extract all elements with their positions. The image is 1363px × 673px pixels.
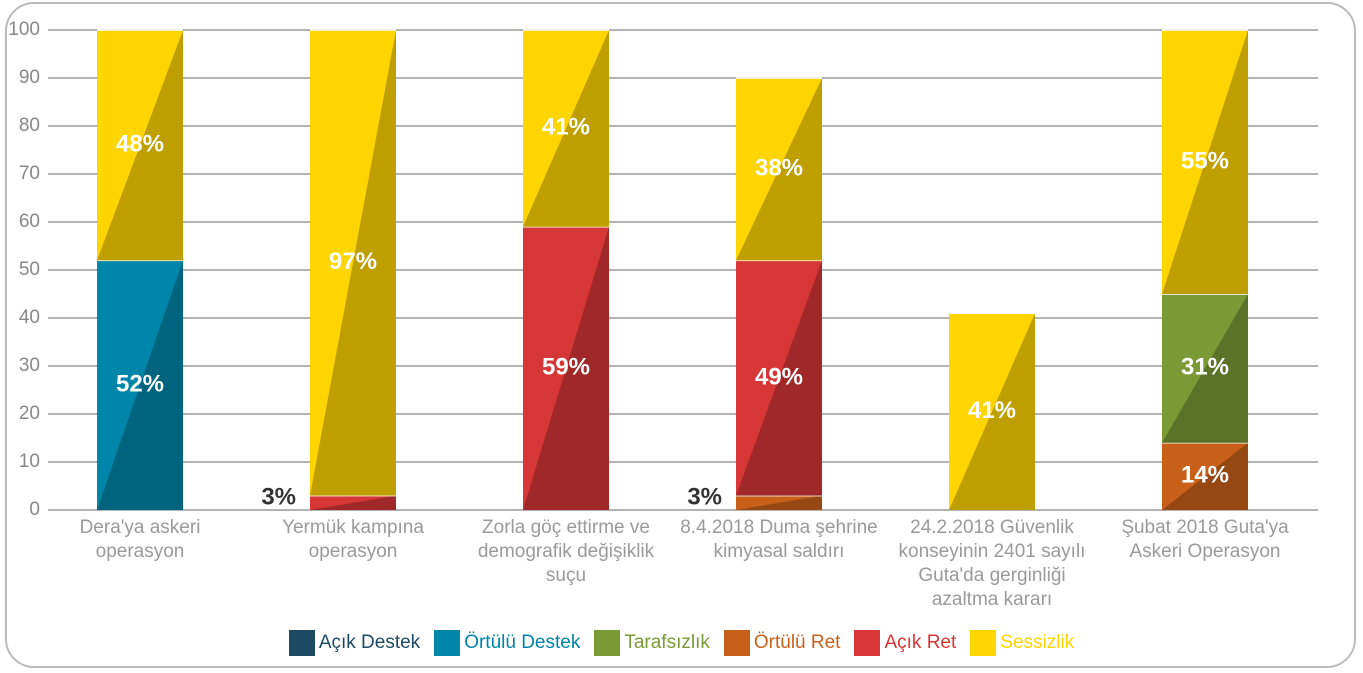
bar-shade <box>736 495 822 510</box>
legend-label: Tarafsızlık <box>624 632 710 653</box>
bar-segment <box>97 260 183 510</box>
x-tick-label: Yermük kampına operasyon <box>282 517 424 562</box>
data-label: 3% <box>687 483 722 510</box>
data-label: 41% <box>968 397 1016 424</box>
bar-segment <box>310 495 396 510</box>
y-tick-label: 90 <box>19 67 40 88</box>
data-label: 59% <box>542 354 590 381</box>
x-tick-label: 24.2.2018 Güvenlik konseyinin 2401 sayıl… <box>898 517 1086 610</box>
y-tick-label: 80 <box>19 115 40 136</box>
data-label: 52% <box>116 371 164 398</box>
bar-segment <box>310 30 396 496</box>
y-tick-label: 0 <box>29 499 40 520</box>
bar-shade <box>736 260 822 496</box>
bar-shade <box>1162 442 1248 510</box>
y-tick-label: 50 <box>19 259 40 280</box>
bar-shade <box>1162 294 1248 443</box>
legend-label: Sessizlik <box>1000 632 1075 653</box>
bar-segment <box>736 78 822 261</box>
x-tick-label: Zorla göç ettirme ve demografik değişikl… <box>477 517 655 586</box>
frame <box>5 2 1356 668</box>
legend-label: Açık Destek <box>318 632 421 653</box>
data-label: 49% <box>755 363 803 390</box>
y-tick-label: 60 <box>19 211 40 232</box>
bar-shade <box>97 30 183 261</box>
legend-swatch <box>854 630 881 656</box>
bar-segment <box>97 30 183 261</box>
y-tick-label: 10 <box>19 451 40 472</box>
bar-segment <box>1162 442 1248 510</box>
bar-segment <box>736 495 822 510</box>
legend-label: Örtülü Destek <box>464 632 581 653</box>
bar-shade <box>523 30 609 227</box>
bar-shade <box>97 260 183 510</box>
legend-item: Örtülü Destek <box>434 630 580 656</box>
y-tick-label: 40 <box>19 307 40 328</box>
bar-segment <box>736 260 822 496</box>
bar-segment <box>523 30 609 227</box>
data-label: 97% <box>329 248 377 275</box>
bar-segment <box>523 226 609 511</box>
x-tick-label: Şubat 2018 Guta'ya Askeri Operasyon <box>1121 517 1289 562</box>
y-tick-label: 70 <box>19 163 40 184</box>
data-label: 41% <box>542 114 590 141</box>
legend-item: Tarafsızlık <box>594 630 710 656</box>
y-tick-label: 30 <box>19 355 40 376</box>
data-label: 38% <box>755 155 803 182</box>
y-tick-label: 100 <box>8 19 40 40</box>
y-tick-label: 20 <box>19 403 40 424</box>
legend-swatch <box>434 630 461 656</box>
legend-swatch <box>970 630 997 656</box>
legend-swatch <box>723 630 750 656</box>
bar-segment <box>1162 294 1248 443</box>
legend-swatch <box>594 630 621 656</box>
bar-shade <box>310 30 396 496</box>
bar-shade <box>310 495 396 510</box>
bar-segment <box>1162 30 1248 294</box>
legend-item: Açık Ret <box>854 630 956 656</box>
bar-shade <box>736 78 822 261</box>
x-tick-label: 8.4.2018 Duma şehrine kimyasal saldırı <box>680 517 878 562</box>
legend-item: Açık Destek <box>288 630 421 656</box>
x-tick-label: Dera'ya askeri operasyon <box>79 517 201 562</box>
bar-shade <box>523 226 609 511</box>
legend-label: Açık Ret <box>884 632 957 653</box>
data-label: 31% <box>1181 354 1229 381</box>
legend-swatch <box>288 630 315 656</box>
legend-item: Örtülü Ret <box>723 630 841 656</box>
bar-shade <box>1162 30 1248 294</box>
legend: Açık Destek Örtülü Destek Tarafsızlık Örtül… <box>0 630 1363 656</box>
bar-shade <box>949 313 1035 510</box>
legend-label: Örtülü Ret <box>753 632 841 653</box>
data-label: 3% <box>261 483 296 510</box>
data-label: 55% <box>1181 147 1229 174</box>
data-label: 14% <box>1181 462 1229 489</box>
bar-segment <box>949 313 1035 510</box>
legend-item: Sessizlik <box>970 630 1074 656</box>
data-label: 48% <box>116 131 164 158</box>
